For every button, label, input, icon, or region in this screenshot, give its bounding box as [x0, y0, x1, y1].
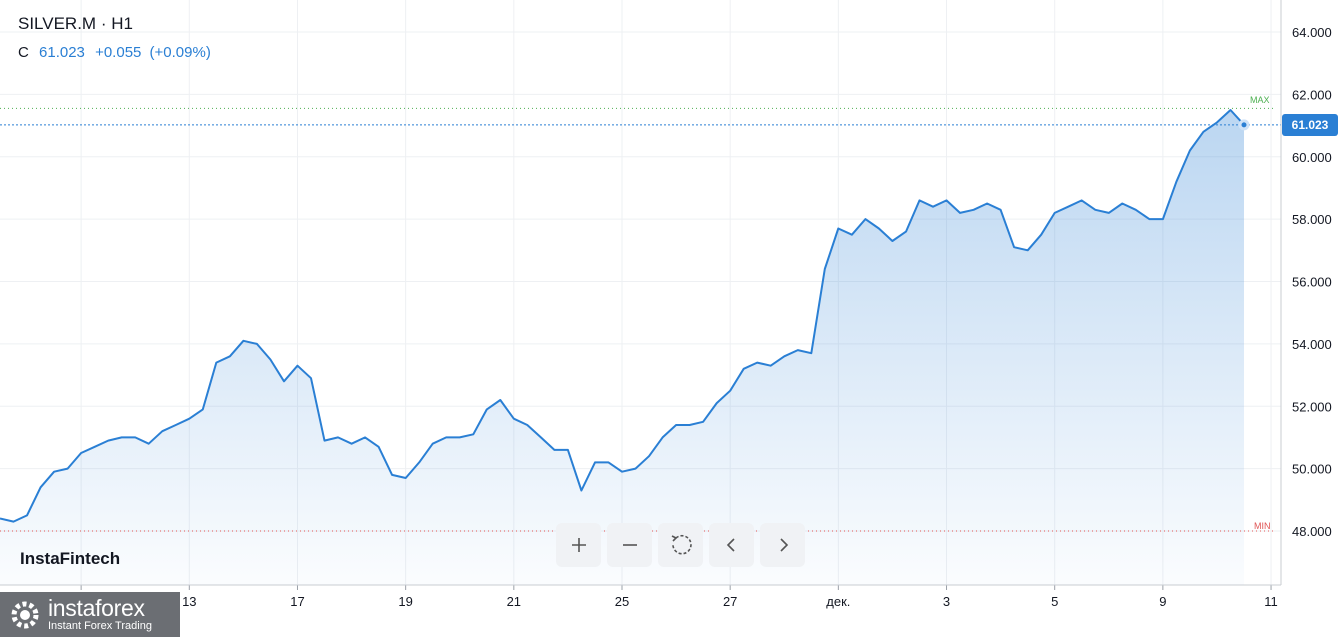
instaforex-logo: instaforex Instant Forex Trading: [0, 592, 180, 637]
min-label: MIN: [1254, 521, 1271, 531]
y-tick-label: 56.000: [1292, 275, 1332, 290]
chart-toolbar: [556, 523, 805, 567]
y-tick-label: 54.000: [1292, 337, 1332, 352]
x-tick-label: 19: [398, 594, 412, 609]
reset-icon: [671, 534, 692, 555]
y-tick-label: 58.000: [1292, 212, 1332, 227]
x-tick-label: 25: [615, 594, 629, 609]
y-tick-label: 62.000: [1292, 87, 1332, 102]
plus-icon: [571, 538, 586, 552]
x-tick-label: 21: [507, 594, 521, 609]
close-readout: C 61.023 +0.055 (+0.09%): [18, 44, 211, 61]
scroll-right-button[interactable]: [760, 523, 805, 567]
price-line: [0, 109, 1245, 523]
x-tick-label: 5: [1051, 594, 1058, 609]
x-tick-label: 17: [290, 594, 304, 609]
brand-watermark: InstaFintech: [20, 549, 121, 568]
price-area-fill: [0, 110, 1244, 585]
max-label: MAX: [1250, 95, 1270, 105]
chart-axes: 64.000 62.000 60.000 58.000 56.000 54.000 52.0…: [0, 0, 1332, 609]
last-price-marker: [1238, 119, 1250, 131]
logo-name: instaforex: [48, 595, 145, 621]
minus-icon: [622, 544, 637, 546]
change-value: +0.055: [95, 44, 142, 61]
chart-area-layer: [0, 109, 1245, 585]
chevron-left-icon: [726, 538, 735, 552]
y-tick-label: 64.000: [1292, 25, 1332, 40]
change-percent: (+0.09%): [149, 44, 211, 61]
scroll-left-button[interactable]: [709, 523, 754, 567]
current-price-tag: 61.023: [1282, 114, 1338, 136]
close-value: 61.023: [39, 44, 85, 61]
logo-tagline: Instant Forex Trading: [48, 620, 152, 632]
chart-title: SILVER.M · H1: [18, 14, 133, 33]
zoom-in-button[interactable]: [556, 523, 601, 567]
close-prefix: C: [18, 44, 29, 61]
x-tick-label: 3: [943, 594, 950, 609]
y-tick-label: 60.000: [1292, 150, 1332, 165]
x-tick-label: дек.: [826, 594, 850, 609]
y-tick-label: 48.000: [1292, 524, 1332, 539]
chevron-right-icon: [779, 538, 788, 552]
zoom-out-button[interactable]: [607, 523, 652, 567]
gear-logo-icon: [11, 601, 39, 628]
chart-level-lines: [0, 107, 1281, 532]
x-tick-label: 27: [723, 594, 737, 609]
y-tick-label: 50.000: [1292, 462, 1332, 477]
y-tick-label: 52.000: [1292, 399, 1332, 414]
x-tick-label: 13: [182, 594, 196, 609]
x-tick-label: 9: [1159, 594, 1166, 609]
reset-button[interactable]: [658, 523, 703, 567]
x-tick-label: 11: [1264, 594, 1278, 609]
